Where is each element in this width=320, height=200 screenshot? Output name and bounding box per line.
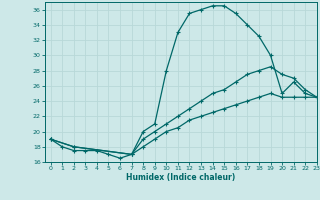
X-axis label: Humidex (Indice chaleur): Humidex (Indice chaleur): [126, 173, 236, 182]
